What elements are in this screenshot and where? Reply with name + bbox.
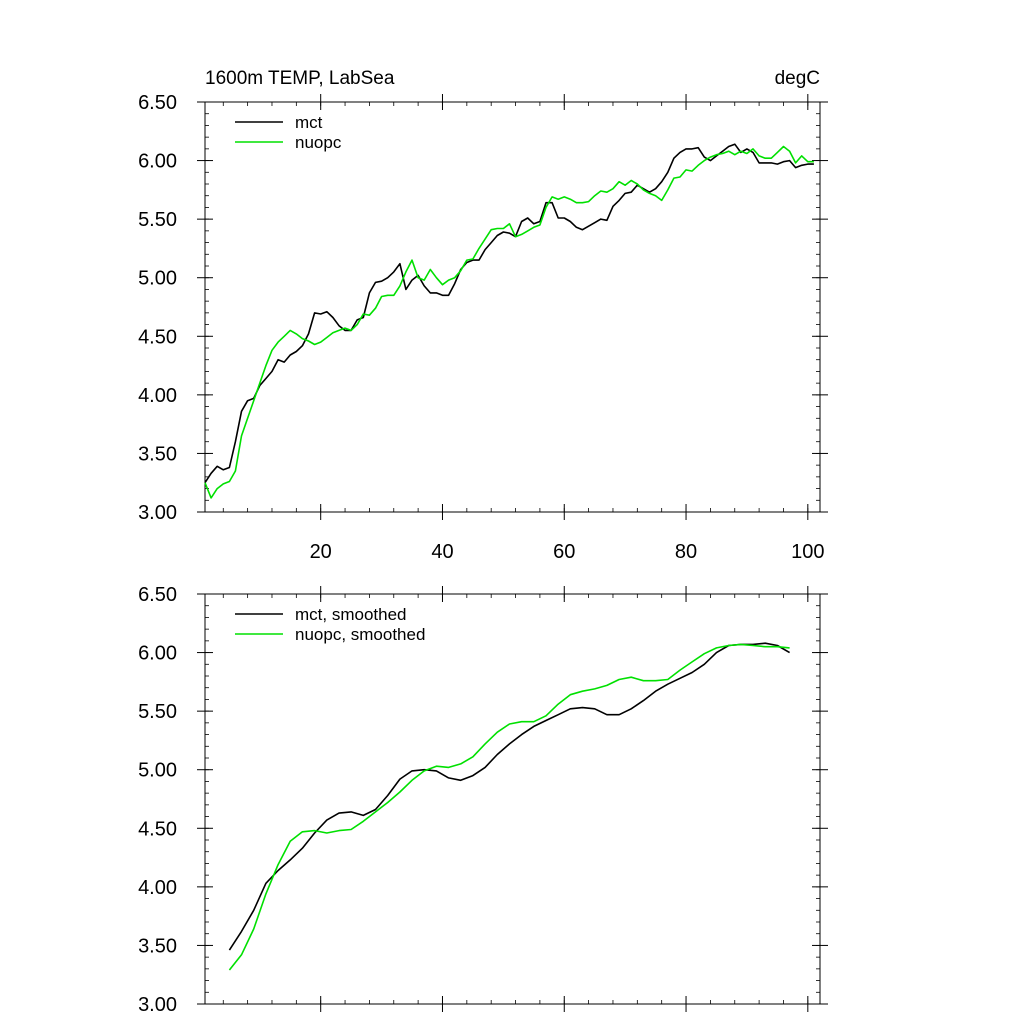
y-tick-label: 5.00 bbox=[138, 268, 177, 290]
y-tick-label: 4.00 bbox=[138, 385, 177, 407]
y-tick-label: 5.50 bbox=[138, 209, 177, 231]
series-line-nuopc bbox=[204, 145, 814, 499]
legend-label: mct, smoothed bbox=[295, 605, 407, 624]
x-tick-label: 60 bbox=[553, 541, 575, 563]
top-line-chart: 3.00 3.50 4.00 4.50 5.00 5.50 6.00 6.50 20 40 60 80… bbox=[138, 68, 828, 563]
plot-frame bbox=[204, 101, 821, 513]
units-label: degC bbox=[775, 68, 820, 89]
y-tick-label: 6.50 bbox=[138, 92, 177, 114]
y-tick-label: 5.50 bbox=[138, 701, 177, 723]
series-line-mct-smoothed bbox=[228, 642, 791, 951]
chart-title: 1600m TEMP, LabSea bbox=[205, 68, 395, 89]
x-tick-label: 40 bbox=[431, 541, 453, 563]
y-tick-label: 5.00 bbox=[138, 760, 177, 782]
y-tick-label: 6.00 bbox=[138, 643, 177, 665]
x-tick-label: 80 bbox=[675, 541, 697, 563]
series-line-mct bbox=[204, 143, 814, 484]
y-tick-label: 4.50 bbox=[138, 326, 177, 348]
y-tick-label: 6.50 bbox=[138, 584, 177, 606]
x-tick-label: 100 bbox=[791, 541, 824, 563]
plot-frame bbox=[204, 593, 821, 1005]
y-tick-label: 3.50 bbox=[138, 935, 177, 957]
legend-label: nuopc, smoothed bbox=[295, 625, 425, 644]
y-tick-label: 3.50 bbox=[138, 443, 177, 465]
x-tick-label: 20 bbox=[310, 541, 332, 563]
y-tick-label: 6.00 bbox=[138, 151, 177, 173]
legend-label: nuopc bbox=[295, 133, 342, 152]
y-tick-label: 3.00 bbox=[138, 502, 177, 524]
y-tick-label: 3.00 bbox=[138, 994, 177, 1016]
bottom-smoothed-line-chart: 3.00 3.50 4.00 4.50 5.00 5.50 6.00 6.50 mct, smo… bbox=[138, 584, 828, 1016]
y-tick-label: 4.00 bbox=[138, 877, 177, 899]
y-tick-label: 4.50 bbox=[138, 818, 177, 840]
series-line-nuopc-smoothed bbox=[228, 643, 790, 971]
legend-label: mct bbox=[295, 113, 323, 132]
